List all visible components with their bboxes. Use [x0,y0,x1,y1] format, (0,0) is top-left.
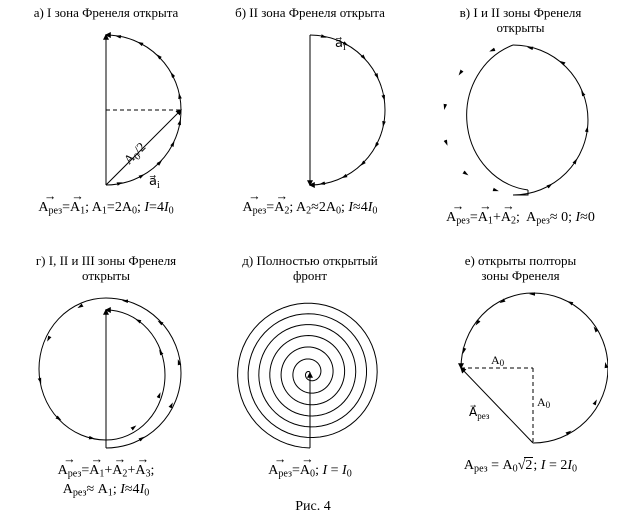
panel-a-formula: Aрез=A1; A1=2A0; I=4I0 [6,199,206,218]
panel-v-title: в) I и II зоны Френеля открыты [418,6,623,36]
panel-a: а) I зона Френеля открыта [6,4,206,218]
panel-g: г) I, II и III зоны Френеля открыты [6,252,206,500]
panel-v-formula: Aрез=A1+A2; Aрез≈ 0; I≈0 [418,209,623,228]
label-ai: a⃗i [149,173,160,191]
panel-g-formula: Aрез=A1+A2+A3; Aрез≈ A1; I≈4I0 [6,462,206,500]
panel-e-svg: A0 A0 A⃗рез [418,288,623,453]
label-a0-horiz: A0 [491,353,505,368]
panel-v-svg [418,40,623,205]
label-a0-vert: A0 [537,395,551,410]
panel-b-svg: a⃗i [210,25,410,195]
panel-e: е) открыты полторы зоны Френеля [418,252,623,476]
panel-a-svg: a⃗i A0/2 [6,25,206,195]
panel-e-formula: Aрез = A0√2; I = 2I0 [418,457,623,476]
label-ai-b: a⃗i [335,35,346,53]
panel-b: б) II зона Френеля открыта [210,4,410,218]
panel-v: в) I и II зоны Френеля открыты [418,4,623,228]
label-a02: A0/2 [121,139,151,169]
panel-e-title: е) открыты полторы зоны Френеля [418,254,623,284]
panel-g-svg [6,288,206,458]
panel-b-formula: Aрез=A2; A2≈2A0; I≈4I0 [210,199,410,218]
label-ares: A⃗рез [469,404,490,421]
panel-d-formula: Aрез=A0; I = I0 [210,462,410,481]
panel-g-title: г) I, II и III зоны Френеля открыты [6,254,206,284]
panel-a-title: а) I зона Френеля открыта [6,6,206,21]
panel-d-title: д) Полностью открытый фронт [210,254,410,284]
panel-d: д) Полностью открытый фронт Aрез=A0; I =… [210,252,410,481]
panel-d-svg [210,288,410,458]
figure-grid: а) I зона Френеля открыта [0,0,626,521]
figure-caption: Рис. 4 [0,499,626,515]
panel-b-title: б) II зона Френеля открыта [210,6,410,21]
